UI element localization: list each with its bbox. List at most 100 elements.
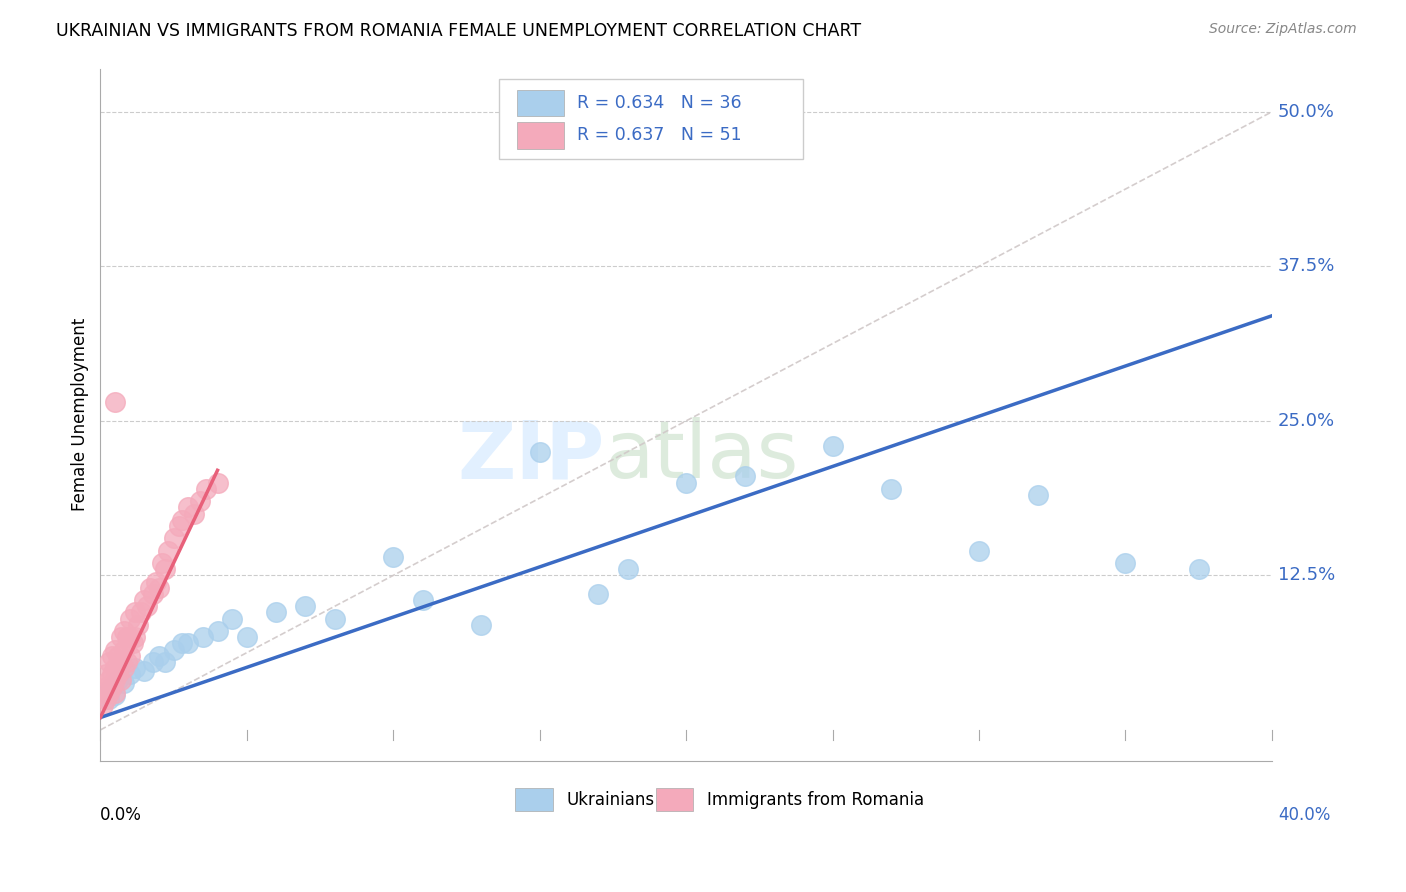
Point: [139, 581, 162, 595]
Point: [112, 624, 135, 638]
Point: [134, 593, 156, 607]
Point: [150, 556, 173, 570]
Text: R = 0.637   N = 51: R = 0.637 N = 51: [578, 127, 742, 145]
Point: [104, 673, 127, 688]
Text: 0.0%: 0.0%: [100, 805, 142, 824]
Text: 25.0%: 25.0%: [1278, 412, 1334, 430]
Point: [104, 686, 127, 700]
Point: [104, 642, 127, 657]
Point: [734, 469, 756, 483]
Point: [1026, 488, 1049, 502]
Point: [101, 667, 124, 681]
Point: [112, 661, 135, 675]
Point: [1114, 556, 1136, 570]
Point: [264, 606, 287, 620]
Point: [221, 612, 243, 626]
Point: [148, 581, 170, 595]
Point: [98, 655, 121, 669]
Point: [177, 500, 200, 515]
Point: [412, 593, 434, 607]
Point: [529, 444, 551, 458]
Point: [91, 698, 114, 713]
Point: [110, 655, 132, 669]
Text: Source: ZipAtlas.com: Source: ZipAtlas.com: [1209, 22, 1357, 37]
Point: [127, 617, 149, 632]
Point: [142, 587, 165, 601]
Y-axis label: Female Unemployment: Female Unemployment: [72, 318, 89, 511]
Point: [134, 664, 156, 678]
Point: [121, 636, 143, 650]
Text: atlas: atlas: [605, 417, 799, 495]
Text: Immigrants from Romania: Immigrants from Romania: [707, 790, 924, 809]
Text: R = 0.634   N = 36: R = 0.634 N = 36: [578, 94, 742, 112]
Point: [153, 655, 176, 669]
Point: [470, 617, 492, 632]
Point: [96, 667, 118, 681]
Point: [588, 587, 610, 601]
Point: [131, 606, 153, 620]
Point: [616, 562, 638, 576]
Point: [115, 630, 138, 644]
Point: [382, 549, 405, 564]
Text: Ukrainians: Ukrainians: [567, 790, 655, 809]
Point: [104, 688, 127, 702]
Point: [98, 673, 121, 688]
Point: [191, 630, 214, 644]
Point: [110, 673, 132, 688]
Point: [96, 692, 118, 706]
Point: [821, 439, 844, 453]
Point: [104, 661, 127, 675]
Point: [183, 507, 205, 521]
Point: [118, 667, 141, 681]
Point: [115, 655, 138, 669]
Point: [172, 513, 194, 527]
Point: [107, 673, 129, 688]
Point: [172, 636, 194, 650]
Point: [98, 692, 121, 706]
Point: [142, 655, 165, 669]
Point: [118, 648, 141, 663]
Point: [153, 562, 176, 576]
Point: [112, 676, 135, 690]
Point: [1188, 562, 1211, 576]
Point: [148, 648, 170, 663]
Point: [124, 630, 146, 644]
Point: [880, 482, 903, 496]
Point: [967, 543, 990, 558]
Point: [98, 686, 121, 700]
Text: ZIP: ZIP: [457, 417, 605, 495]
Point: [162, 642, 184, 657]
Point: [118, 630, 141, 644]
Point: [188, 494, 211, 508]
Point: [96, 686, 118, 700]
Point: [169, 519, 191, 533]
Point: [101, 680, 124, 694]
Point: [236, 630, 259, 644]
Point: [101, 648, 124, 663]
FancyBboxPatch shape: [655, 788, 693, 812]
Point: [294, 599, 316, 614]
Point: [207, 475, 229, 490]
Point: [323, 612, 346, 626]
Point: [101, 680, 124, 694]
Point: [177, 636, 200, 650]
Point: [112, 642, 135, 657]
Point: [96, 680, 118, 694]
FancyBboxPatch shape: [499, 78, 803, 159]
Text: UKRAINIAN VS IMMIGRANTS FROM ROMANIA FEMALE UNEMPLOYMENT CORRELATION CHART: UKRAINIAN VS IMMIGRANTS FROM ROMANIA FEM…: [56, 22, 862, 40]
Point: [107, 667, 129, 681]
Text: 50.0%: 50.0%: [1278, 103, 1334, 120]
Text: 40.0%: 40.0%: [1278, 805, 1330, 824]
Point: [145, 574, 167, 589]
Point: [124, 661, 146, 675]
Point: [110, 630, 132, 644]
Point: [675, 475, 697, 490]
FancyBboxPatch shape: [517, 122, 564, 149]
Point: [107, 648, 129, 663]
Point: [104, 395, 127, 409]
Point: [156, 543, 179, 558]
Point: [136, 599, 159, 614]
Point: [124, 606, 146, 620]
Text: 37.5%: 37.5%: [1278, 257, 1336, 276]
Text: 12.5%: 12.5%: [1278, 566, 1336, 584]
